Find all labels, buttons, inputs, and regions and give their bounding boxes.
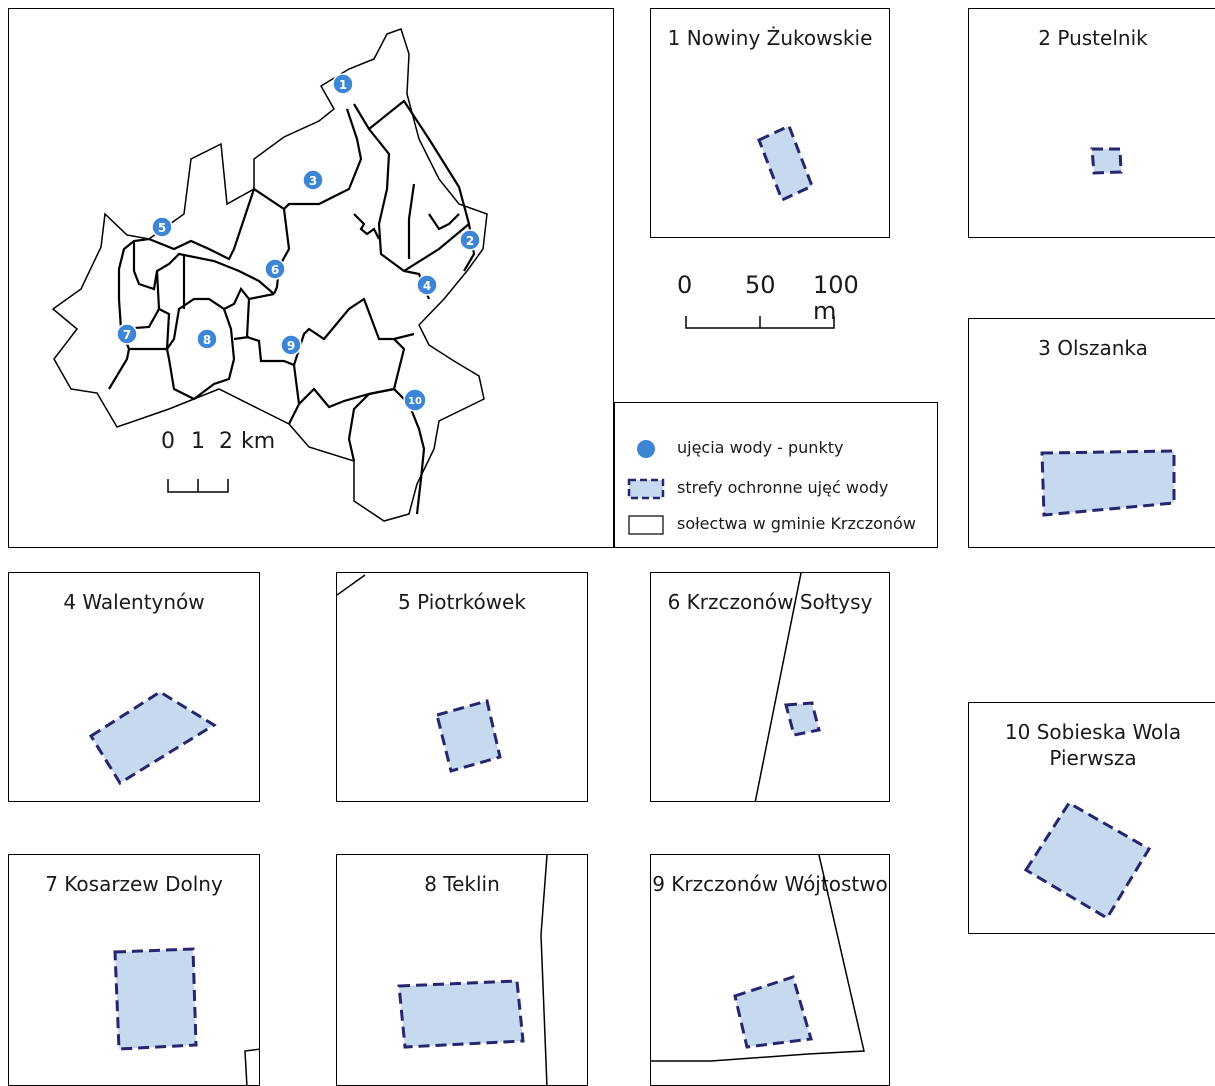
- inset-title: 2 Pustelnik: [1038, 26, 1148, 50]
- village-boundary: [540, 855, 548, 1085]
- inset-map: [397, 855, 548, 1085]
- well-marker-1[interactable]: 1: [332, 73, 354, 95]
- protection-zone-icon: [627, 478, 665, 500]
- inset-map: [1040, 449, 1176, 517]
- protection-zone: [1040, 449, 1176, 517]
- overview-scale-1: 1: [191, 429, 205, 454]
- protection-zone: [733, 975, 813, 1049]
- protection-zone: [784, 701, 821, 737]
- inset-map: [113, 947, 259, 1085]
- inset-3-olszanka: 3 Olszanka: [968, 318, 1215, 548]
- well-label: 7: [123, 328, 131, 342]
- inset-map: [757, 123, 814, 203]
- overview-scale-bar: [167, 479, 229, 493]
- well-markers: 1 2 3 4 5 6 7 8 9 10: [116, 73, 481, 412]
- boundary-icon: [628, 515, 664, 535]
- well-marker-4[interactable]: 4: [416, 274, 438, 296]
- well-label: 10: [408, 396, 422, 407]
- inset-scale-0: 0: [677, 271, 693, 299]
- village-boundary: [651, 855, 865, 1062]
- inset-map: [1090, 147, 1123, 175]
- inset-scale-50: 50: [745, 271, 776, 299]
- inset-title: 6 Krzczonów Sołtysy: [667, 590, 873, 614]
- inset-title: 10 Sobieska Wola Pierwsza: [1004, 720, 1182, 770]
- protection-zone: [1090, 147, 1123, 175]
- inset-9-krzczonow-wojtostwo: 9 Krzczonów Wójtostwo: [650, 854, 890, 1086]
- inset-scale-bar: 0 50 100 m: [660, 268, 880, 338]
- village-boundary: [337, 574, 366, 596]
- well-point-icon: [637, 440, 655, 458]
- overview-map-svg: 1 2 3 4 5 6 7 8 9 10: [51, 28, 488, 522]
- legend-label-wells: ujęcia wody - punkty: [677, 438, 844, 457]
- inset-title: 3 Olszanka: [1038, 336, 1148, 360]
- overview-scale-2: 2: [219, 429, 233, 454]
- well-label: 6: [271, 263, 279, 277]
- well-marker-8[interactable]: 8: [196, 328, 218, 350]
- well-marker-2[interactable]: 2: [459, 229, 481, 251]
- legend: ujęcia wody - punkty strefy ochronne uję…: [614, 402, 938, 548]
- inset-title: 1 Nowiny Żukowskie: [667, 26, 873, 50]
- village-boundary: [244, 1048, 259, 1085]
- legend-label-boundaries: sołectwa w gminie Krzczonów: [677, 514, 916, 533]
- inset-map: [651, 855, 865, 1062]
- protection-zone: [435, 699, 502, 773]
- inset-2-pustelnik: 2 Pustelnik: [968, 8, 1215, 238]
- overview-scale-0: 0: [161, 429, 175, 454]
- well-label: 2: [466, 234, 474, 248]
- inset-5-piotrkowek: 5 Piotrkówek: [336, 572, 588, 802]
- inset-6-krzczonow-soltysy: 6 Krzczonów Sołtysy: [650, 572, 890, 802]
- well-marker-5[interactable]: 5: [151, 216, 173, 238]
- inset-map: [88, 690, 217, 786]
- well-label: 8: [203, 333, 211, 347]
- protection-zone: [113, 947, 198, 1051]
- protection-zone: [88, 690, 217, 786]
- inset-8-teklin: 8 Teklin: [336, 854, 588, 1086]
- inset-map: [1023, 800, 1152, 921]
- well-label: 1: [339, 78, 347, 92]
- inset-title: 4 Walentynów: [63, 590, 205, 614]
- inset-scale-100: 100 m: [813, 271, 859, 325]
- village-boundary: [754, 573, 802, 801]
- legend-row-zones: strefy ochronne ujęć wody: [615, 475, 937, 503]
- gmina-outer-boundary: [51, 28, 488, 522]
- inset-10-sobieska-wola-pierwsza: 10 Sobieska Wola Pierwsza: [968, 702, 1215, 934]
- inset-title: 5 Piotrkówek: [398, 590, 526, 614]
- overview-scale-unit: km: [241, 429, 276, 454]
- well-label: 5: [158, 221, 166, 235]
- village-boundaries: [108, 99, 476, 515]
- inset-title: 8 Teklin: [424, 872, 500, 896]
- protection-zone: [397, 979, 525, 1049]
- well-marker-10[interactable]: 10: [403, 388, 427, 412]
- inset-map: [754, 573, 821, 801]
- legend-row-wells: ujęcia wody - punkty: [615, 435, 937, 463]
- well-marker-9[interactable]: 9: [280, 334, 302, 356]
- well-marker-7[interactable]: 7: [116, 323, 138, 345]
- inset-title: 7 Kosarzew Dolny: [45, 872, 223, 896]
- well-label: 4: [423, 279, 431, 293]
- inset-1-nowiny-zukowskie: 1 Nowiny Żukowskie: [650, 8, 890, 238]
- overview-map: 1 2 3 4 5 6 7 8 9 10 0 1 2 km: [8, 8, 614, 548]
- inset-7-kosarzew-dolny: 7 Kosarzew Dolny: [8, 854, 260, 1086]
- inset-map: [337, 574, 502, 773]
- legend-label-zones: strefy ochronne ujęć wody: [677, 478, 889, 497]
- protection-zone: [1023, 800, 1152, 921]
- well-label: 3: [309, 174, 317, 188]
- inset-title: 9 Krzczonów Wójtostwo: [652, 872, 888, 896]
- protection-zone: [757, 123, 814, 203]
- well-marker-3[interactable]: 3: [302, 169, 324, 191]
- inset-4-walentynow: 4 Walentynów: [8, 572, 260, 802]
- well-label: 9: [287, 339, 295, 353]
- well-marker-6[interactable]: 6: [264, 258, 286, 280]
- legend-row-boundaries: sołectwa w gminie Krzczonów: [615, 511, 937, 539]
